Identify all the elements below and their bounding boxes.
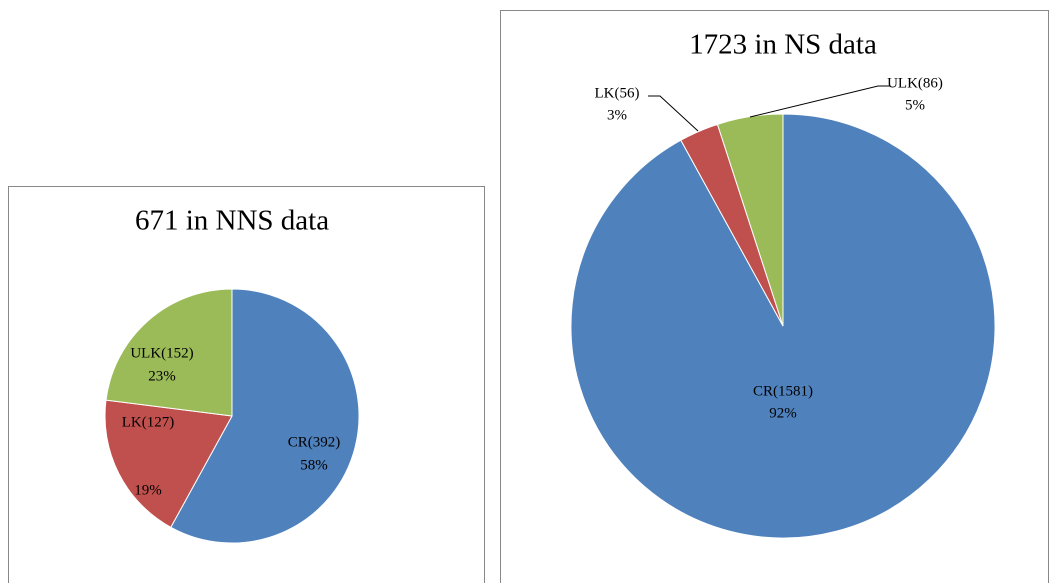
chart-title: 671 in NNS data [135, 205, 329, 237]
slice-label: CR(392) [288, 434, 341, 450]
slice-label: ULK(152) [130, 345, 193, 361]
slice-label: LK(127) [122, 414, 175, 430]
slice-value-label: 5% [905, 97, 925, 113]
leader-line [749, 85, 890, 118]
pie-slice [105, 288, 233, 417]
chart-title: 1723 in NS data [689, 29, 877, 61]
pie-slice [716, 113, 784, 327]
slice-value-label: 3% [607, 107, 627, 123]
pie-slice [104, 399, 233, 528]
slice-label: ULK(86) [887, 75, 943, 91]
slice-label: LK(56) [595, 85, 640, 101]
slice-label: CR(1581) [753, 383, 813, 399]
pie-slice [170, 288, 360, 544]
slice-value-label: 19% [134, 482, 162, 498]
slice-value-label: 58% [300, 457, 328, 473]
leader-line [648, 95, 699, 132]
slice-value-label: 23% [148, 368, 176, 384]
slice-value-label: 92% [769, 405, 797, 421]
